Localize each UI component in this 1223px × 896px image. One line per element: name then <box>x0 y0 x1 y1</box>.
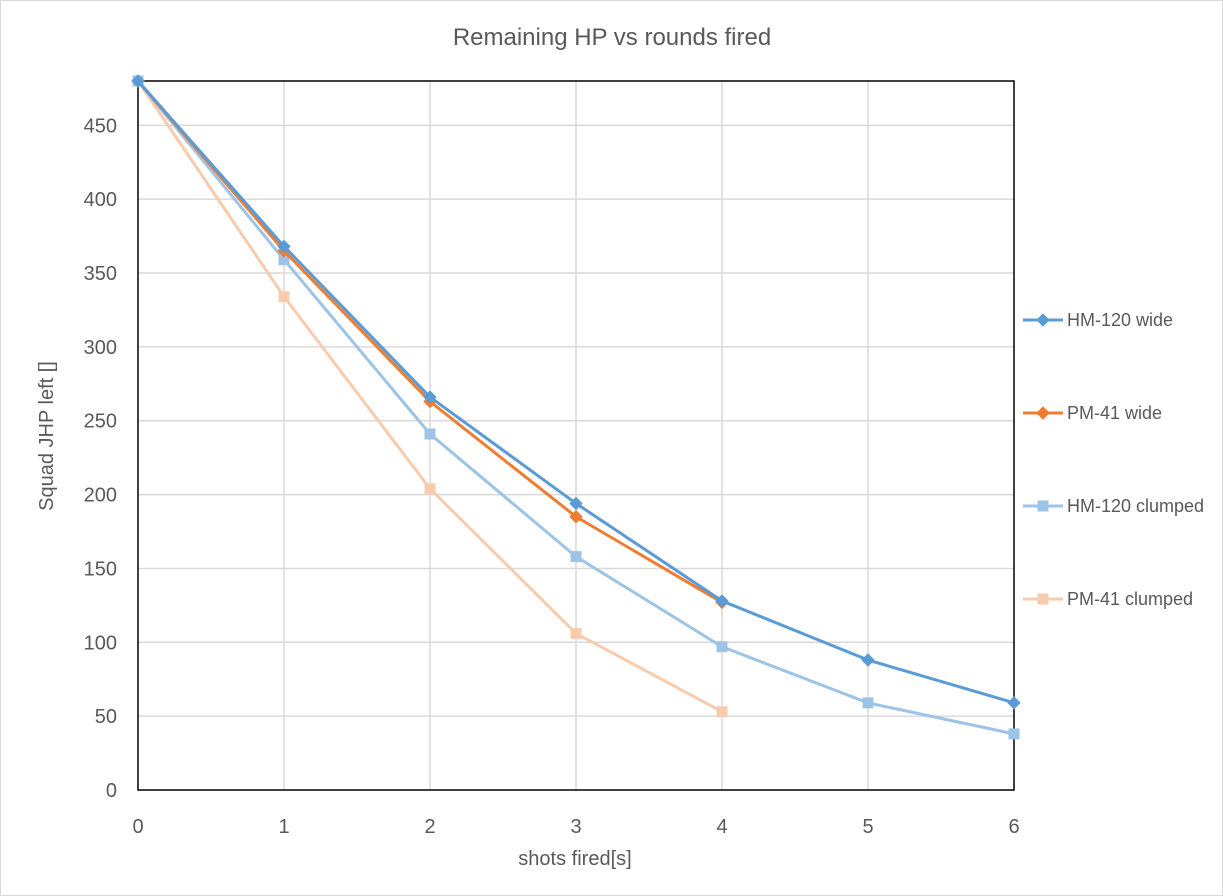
y-tick-label: 200 <box>84 485 117 507</box>
data-point-hm-120-wide <box>715 594 729 608</box>
data-point-hm-120-clumped <box>1008 728 1020 740</box>
series-lines <box>131 74 1021 740</box>
axes <box>137 80 1015 791</box>
y-tick-label: 400 <box>84 189 117 211</box>
data-point-hm-120-wide <box>569 496 583 511</box>
y-tick-label: 250 <box>84 411 117 433</box>
data-point-pm-41-clumped <box>424 483 436 495</box>
data-point-pm-41-clumped <box>716 706 728 718</box>
x-tick-label: 6 <box>1008 816 1019 838</box>
y-tick-label: 100 <box>84 632 117 654</box>
legend-label: HM-120 clumped <box>1067 496 1204 516</box>
series-hm-120-wide <box>131 74 1021 710</box>
x-tick-label: 0 <box>132 816 143 838</box>
data-point-hm-120-clumped <box>570 551 582 563</box>
data-point-pm-41-clumped <box>570 627 582 639</box>
plot-frame <box>137 80 1015 791</box>
data-point-hm-120-wide <box>1007 696 1021 710</box>
legend-label: HM-120 wide <box>1067 310 1173 330</box>
tick-labels: 0 1 2 3 4 5 6 0 50 100 150 200 250 300 350 400 450 <box>84 115 1020 838</box>
legend: HM-120 wide PM-41 wide HM-120 clumped PM-41… <box>1023 310 1204 609</box>
y-tick-label: 450 <box>84 115 117 137</box>
data-point-hm-120-wide <box>277 239 291 254</box>
legend-item-pm-41-clumped: PM-41 clumped <box>1023 589 1193 609</box>
legend-item-hm-120-wide: HM-120 wide <box>1023 310 1173 330</box>
y-tick-label: 300 <box>84 337 117 359</box>
data-point-pm-41-wide <box>569 510 583 524</box>
gridlines <box>138 81 1014 790</box>
data-point-pm-41-clumped <box>278 291 290 303</box>
y-axis-title: Squad JHP left [] <box>36 361 58 511</box>
data-point-hm-120-wide <box>131 74 145 88</box>
data-point-hm-120-clumped <box>424 428 436 440</box>
y-tick-label: 0 <box>106 780 117 802</box>
x-axis-title: shots fired[s] <box>518 848 631 870</box>
x-tick-label: 4 <box>716 816 727 838</box>
legend-item-pm-41-wide: PM-41 wide <box>1023 403 1162 423</box>
chart-title: Remaining HP vs rounds fired <box>453 24 771 51</box>
legend-marker <box>1037 593 1049 605</box>
legend-marker <box>1036 406 1050 420</box>
y-tick-label: 150 <box>84 558 117 580</box>
data-point-hm-120-clumped <box>716 641 728 653</box>
y-tick-label: 50 <box>95 706 117 728</box>
legend-item-hm-120-clumped: HM-120 clumped <box>1023 496 1204 516</box>
data-point-hm-120-wide <box>423 390 437 404</box>
data-point-hm-120-wide <box>861 653 875 667</box>
legend-marker <box>1036 313 1050 327</box>
x-tick-label: 1 <box>278 816 289 838</box>
y-tick-label: 350 <box>84 263 117 285</box>
legend-marker <box>1037 500 1049 512</box>
series-hm-120-clumped <box>132 75 1020 740</box>
x-tick-label: 5 <box>862 816 873 838</box>
x-tick-label: 3 <box>570 816 581 838</box>
legend-label: PM-41 wide <box>1067 403 1162 423</box>
legend-label: PM-41 clumped <box>1067 589 1193 609</box>
data-point-hm-120-clumped <box>862 697 874 709</box>
x-tick-label: 2 <box>424 816 435 838</box>
